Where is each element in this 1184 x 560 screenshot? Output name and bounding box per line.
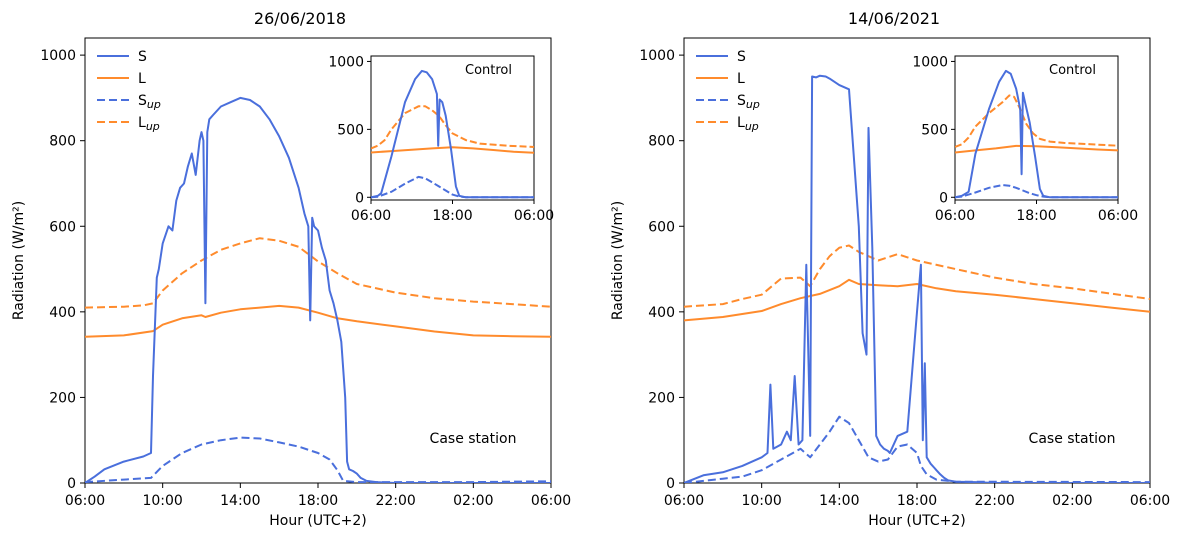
inset-frame	[954, 55, 1119, 201]
y-axis-label: Radiation (W/m²)	[11, 201, 27, 320]
y-tick-label: 600	[648, 219, 675, 235]
inset-chart: 0 500 1000 06:00 18:00 06:00 Control	[328, 54, 554, 224]
inset-series-line-s-up	[371, 175, 534, 199]
legend-label-main: S	[138, 49, 147, 65]
legend-label-main: L	[737, 71, 745, 87]
x-tick-label: 02:00	[453, 493, 493, 509]
y-tick-label: 1000	[40, 48, 76, 64]
legend-label-sub: up	[147, 98, 161, 111]
series-line-l-up	[684, 244, 1150, 308]
x-tick-label: 14:00	[819, 493, 859, 509]
x-tick-label: 22:00	[974, 493, 1014, 509]
legend-label: L	[737, 71, 745, 87]
series-line-l	[684, 278, 1150, 322]
x-tick-label: 02:00	[1052, 493, 1092, 509]
inset-series-line-l-up	[955, 94, 1118, 148]
y-axis-label: Radiation (W/m²)	[610, 201, 626, 320]
x-tick-label: 14:00	[220, 493, 260, 509]
legend-label-main: S	[737, 93, 746, 109]
x-axis-label: Hour (UTC+2)	[269, 513, 367, 529]
x-tick-label: 10:00	[142, 493, 182, 509]
case-station-annotation: Case station	[430, 431, 517, 447]
inset-x-tick-label: 06:00	[935, 208, 975, 224]
x-axis-label: Hour (UTC+2)	[868, 513, 966, 529]
series-line-s	[85, 96, 551, 483]
inset-x-tick-label: 06:00	[514, 208, 554, 224]
inset-y-tick-label: 500	[921, 122, 948, 138]
y-tick-label: 0	[67, 476, 76, 492]
y-tick-label: 200	[648, 390, 675, 406]
y-tick-label: 0	[666, 476, 675, 492]
chart-panel-1: 14/06/2021 0 200 400 600 800 1000 06:00 10:00 14:…	[610, 9, 1170, 529]
x-tick-label: 10:00	[741, 493, 781, 509]
legend-label-main: L	[737, 115, 745, 131]
legend-label: Sup	[138, 93, 161, 111]
legend-label-main: L	[138, 115, 146, 131]
legend-label-sub: up	[745, 120, 759, 133]
x-tick-label: 18:00	[298, 493, 338, 509]
inset-chart: 0 500 1000 06:00 18:00 06:00 Control	[912, 54, 1138, 224]
inset-y-tick-label: 1000	[912, 54, 948, 70]
x-tick-label: 06:00	[664, 493, 704, 509]
chart-panel-0: 26/06/2018 0 200 400 600 800 1000 06:00 10:00 14:…	[11, 9, 571, 529]
legend-label: S	[138, 49, 147, 65]
inset-y-tick-label: 0	[355, 190, 364, 206]
inset-x-tick-label: 06:00	[351, 208, 391, 224]
inset-x-tick-label: 06:00	[1098, 208, 1138, 224]
x-tick-label: 22:00	[375, 493, 415, 509]
y-tick-label: 1000	[639, 48, 675, 64]
legend-label-sub: up	[746, 98, 760, 111]
legend-label-main: S	[138, 93, 147, 109]
series-line-l-up	[85, 237, 551, 309]
chart-title: 14/06/2021	[848, 9, 940, 28]
inset-x-tick-label: 18:00	[1016, 208, 1056, 224]
x-tick-label: 18:00	[897, 493, 937, 509]
series-line-s	[684, 74, 1150, 483]
inset-y-tick-label: 1000	[328, 54, 364, 70]
inset-series-line-s	[371, 69, 534, 199]
legend-label: S	[737, 49, 746, 65]
inset-series-line-l	[371, 146, 534, 154]
series-line-l	[85, 304, 551, 338]
legend-label: Lup	[737, 115, 759, 133]
inset-x-tick-label: 18:00	[432, 208, 472, 224]
y-tick-label: 400	[648, 305, 675, 321]
y-tick-label: 800	[648, 134, 675, 150]
legend-label: L	[138, 71, 146, 87]
y-tick-label: 800	[49, 134, 76, 150]
y-tick-label: 200	[49, 390, 76, 406]
series-line-s-up	[684, 415, 1150, 483]
x-tick-label: 06:00	[65, 493, 105, 509]
chart-title: 26/06/2018	[254, 9, 346, 28]
legend-label: Sup	[737, 93, 760, 111]
inset-series-line-s	[955, 69, 1118, 199]
x-tick-label: 06:00	[1130, 493, 1170, 509]
inset-series-line-l	[955, 144, 1118, 154]
y-tick-label: 600	[49, 219, 76, 235]
x-tick-label: 06:00	[531, 493, 571, 509]
inset-y-tick-label: 0	[939, 190, 948, 206]
inset-title: Control	[465, 63, 512, 78]
legend-label-main: L	[138, 71, 146, 87]
legend-label-main: S	[737, 49, 746, 65]
inset-y-tick-label: 500	[337, 122, 364, 138]
inset-title: Control	[1049, 63, 1096, 78]
inset-series-line-l-up	[371, 105, 534, 150]
case-station-annotation: Case station	[1029, 431, 1116, 447]
legend-label: Lup	[138, 115, 160, 133]
y-tick-label: 400	[49, 305, 76, 321]
legend-label-sub: up	[146, 120, 160, 133]
